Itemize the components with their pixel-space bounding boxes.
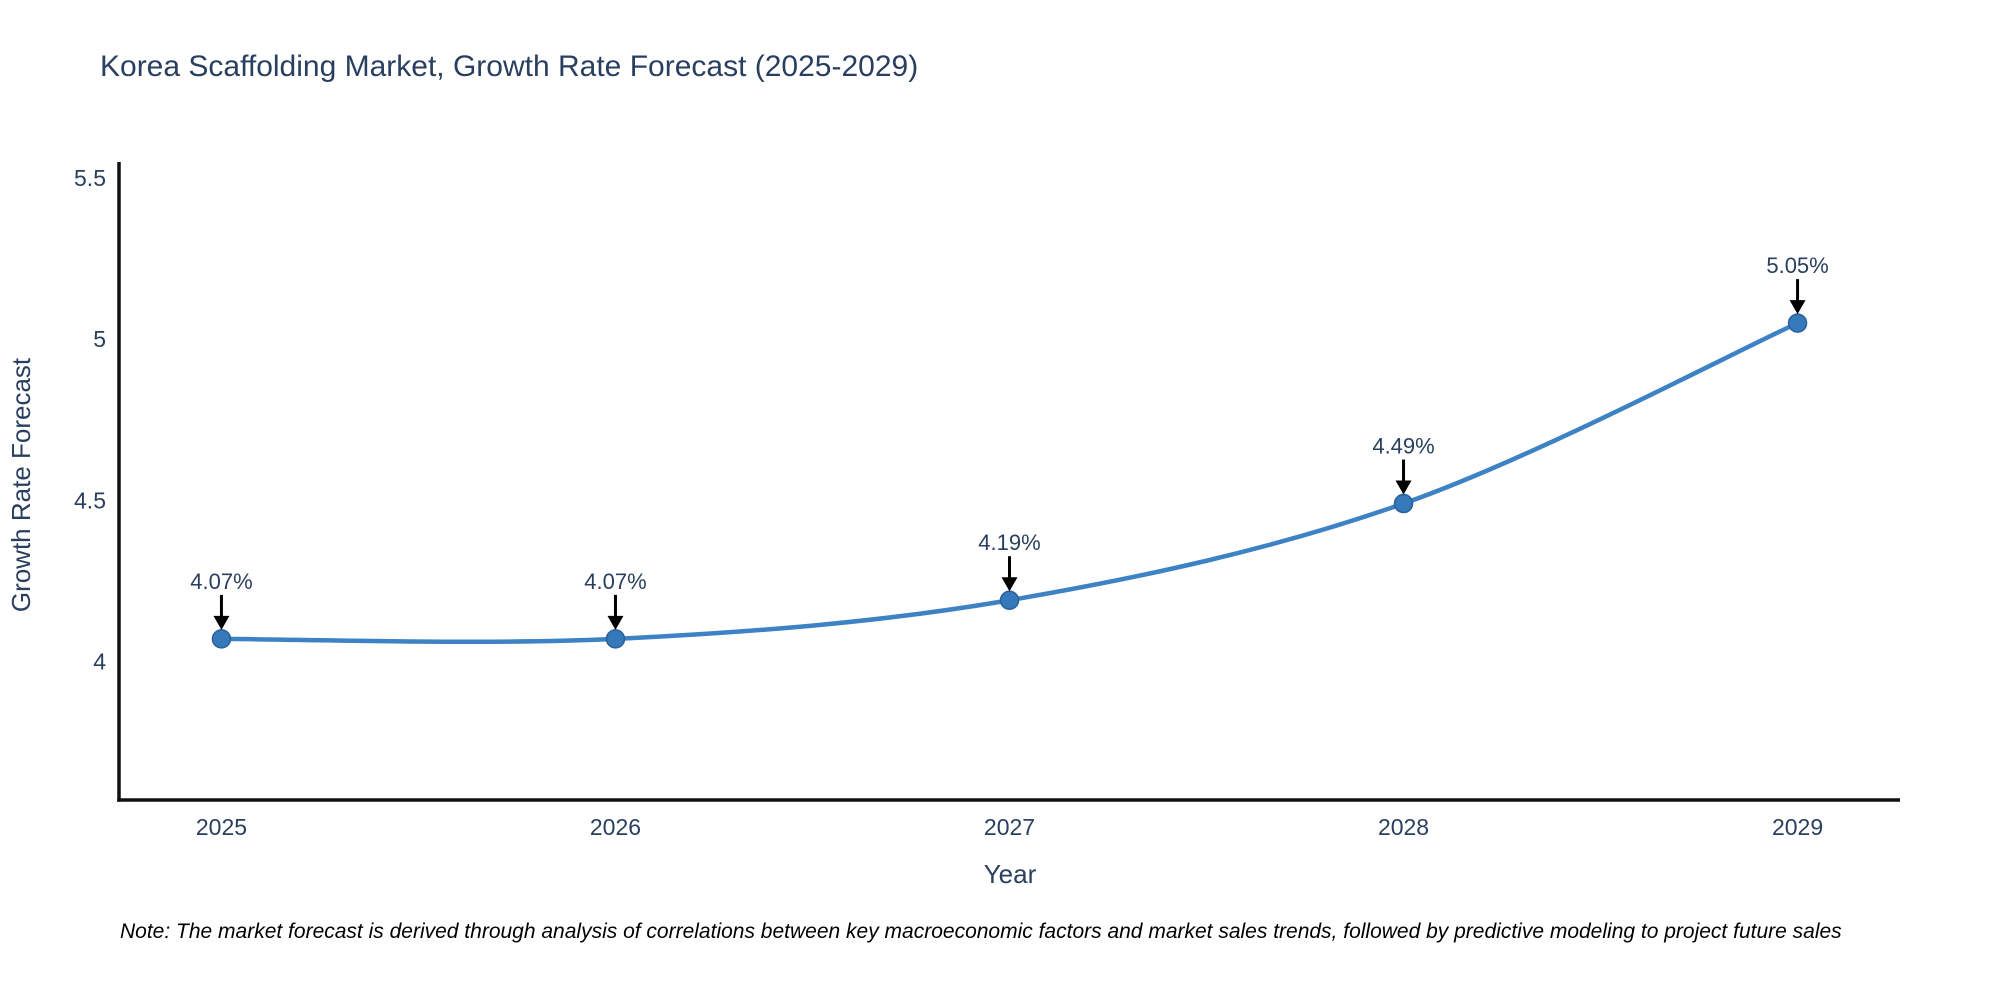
x-tick-label: 2029 (1772, 814, 1823, 840)
data-point-value-label: 4.07% (584, 569, 646, 594)
data-point-annotation: 4.19% (978, 530, 1041, 592)
data-point-value-label: 5.05% (1766, 253, 1828, 278)
x-axis-title: Year (984, 859, 1037, 889)
x-tick-label: 2027 (984, 814, 1035, 840)
y-tick-label: 4 (93, 648, 106, 674)
y-tick-label: 4.5 (74, 487, 106, 513)
y-axis-title: Growth Rate Forecast (6, 357, 36, 612)
x-tick-label: 2026 (590, 814, 641, 840)
data-point-value-label: 4.49% (1372, 434, 1434, 459)
axis-tick-labels: 4 4.5 5 5.5 2025 2026 2027 2028 2029 (74, 165, 1823, 840)
data-point-marker (605, 629, 626, 649)
chart-title: Korea Scaffolding Market, Growth Rate Fo… (100, 50, 918, 83)
data-point-value-label: 4.19% (978, 530, 1040, 555)
data-point-annotation: 4.49% (1372, 434, 1435, 495)
data-point-annotation: 4.07% (584, 569, 647, 630)
data-point-marker (999, 590, 1020, 610)
data-point-marker (1787, 313, 1808, 333)
y-tick-label: 5 (93, 326, 106, 352)
data-point-value-label: 4.07% (190, 569, 252, 594)
data-point-annotations: 4.07% 4.07% 4.19% 4.49% 5.05% (190, 253, 1829, 630)
data-point-marker (1393, 493, 1414, 514)
data-point-annotation: 5.05% (1766, 253, 1829, 315)
data-point-annotation: 4.07% (190, 569, 253, 630)
x-tick-label: 2028 (1378, 814, 1429, 840)
line-series (211, 313, 1808, 649)
annotation-arrow-head (607, 615, 624, 630)
y-tick-label: 5.5 (74, 165, 106, 191)
annotation-arrow-head (1789, 300, 1806, 315)
annotation-arrow-head (1001, 577, 1018, 592)
annotation-arrow-head (213, 615, 230, 630)
footnote: Note: The market forecast is derived thr… (120, 920, 1842, 943)
annotation-arrow-head (1395, 480, 1412, 495)
x-tick-label: 2025 (196, 814, 247, 840)
data-point-marker (211, 629, 232, 649)
